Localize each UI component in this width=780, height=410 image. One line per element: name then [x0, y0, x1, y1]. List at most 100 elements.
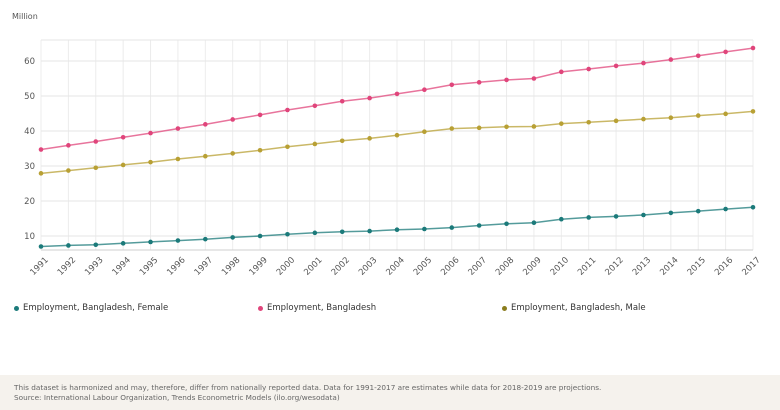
series-point-2 — [559, 121, 564, 126]
x-tick-label: 2004 — [384, 255, 406, 277]
series-point-0 — [586, 215, 591, 220]
series-point-0 — [312, 230, 318, 236]
series-point-1 — [93, 139, 99, 144]
series-point-1 — [120, 135, 126, 140]
series-point-2 — [422, 129, 427, 134]
chart-grid — [40, 39, 754, 251]
series-point-0 — [750, 205, 756, 210]
series-point-2 — [66, 168, 71, 173]
series-point-2 — [175, 156, 181, 162]
series-point-2 — [586, 119, 591, 125]
legend-label-female: Employment, Bangladesh, Female — [23, 303, 169, 313]
x-tick-label: 2009 — [521, 255, 543, 277]
series-point-2 — [285, 144, 290, 150]
y-tick-label: 20 — [24, 197, 35, 207]
series-point-1 — [695, 53, 701, 59]
series-point-0 — [476, 223, 482, 228]
series-point-0 — [641, 212, 646, 218]
series-point-0 — [723, 206, 728, 212]
series-point-0 — [285, 231, 290, 237]
legend-swatch-female — [14, 305, 19, 311]
series-point-1 — [422, 87, 427, 92]
series-point-2 — [476, 125, 482, 131]
chart-footer: This dataset is harmonized and may, ther… — [0, 375, 780, 410]
footer-note: This dataset is harmonized and may, ther… — [14, 383, 602, 392]
x-tick-label: 1996 — [165, 255, 187, 277]
legend-item-female[interactable]: Employment, Bangladesh, Female — [14, 303, 168, 313]
series-point-1 — [668, 57, 674, 62]
x-tick-label: 2017 — [740, 255, 762, 277]
x-tick-label: 2012 — [603, 255, 625, 277]
x-tick-label: 2015 — [686, 255, 708, 277]
series-point-2 — [38, 171, 44, 176]
series-point-1 — [723, 49, 728, 55]
series-point-0 — [230, 235, 235, 240]
series-point-1 — [66, 143, 71, 148]
series-point-1 — [175, 126, 181, 131]
x-tick-label: 1995 — [138, 255, 160, 277]
legend-swatch-male — [502, 305, 507, 311]
x-tick-label: 2016 — [713, 255, 735, 277]
series-point-0 — [449, 225, 455, 230]
x-tick-label: 2005 — [412, 255, 434, 277]
x-tick-label: 1991 — [28, 255, 50, 277]
series-point-2 — [394, 132, 400, 138]
x-tick-label: 2014 — [658, 255, 680, 277]
y-tick-label: 40 — [24, 127, 35, 137]
series-point-1 — [559, 69, 564, 75]
series-point-2 — [449, 126, 455, 131]
series-point-2 — [504, 124, 509, 130]
x-tick-label: 2002 — [330, 255, 352, 277]
series-point-0 — [504, 221, 509, 227]
series-point-0 — [203, 236, 208, 242]
chart-series — [38, 45, 756, 249]
series-point-2 — [750, 109, 756, 114]
chart-legend: Employment, Bangladesh, Female Employmen… — [0, 303, 780, 317]
series-point-1 — [339, 98, 345, 104]
x-tick-label: 1999 — [247, 255, 269, 277]
y-tick-label: 30 — [24, 162, 35, 172]
series-point-1 — [476, 80, 482, 85]
series-point-1 — [449, 82, 455, 88]
series-point-2 — [230, 151, 235, 156]
series-point-2 — [120, 162, 126, 168]
series-point-0 — [93, 242, 99, 248]
series-point-0 — [559, 216, 564, 222]
legend-swatch-total — [258, 305, 263, 311]
x-tick-label: 2000 — [275, 255, 297, 277]
x-tick-label: 1994 — [111, 255, 133, 277]
series-point-2 — [668, 115, 674, 120]
series-point-0 — [394, 227, 400, 232]
y-axis-unit-label: Million — [12, 12, 38, 21]
x-tick-label: 2003 — [357, 255, 379, 277]
series-point-0 — [148, 239, 153, 245]
series-point-1 — [148, 130, 153, 136]
y-tick-label: 60 — [24, 57, 35, 67]
legend-label-male: Employment, Bangladesh, Male — [511, 303, 646, 313]
legend-item-total[interactable]: Employment, Bangladesh — [258, 303, 376, 313]
series-point-0 — [66, 243, 71, 248]
series-point-0 — [531, 220, 537, 225]
series-point-2 — [613, 118, 619, 124]
series-point-1 — [367, 95, 372, 101]
series-point-2 — [93, 165, 99, 171]
series-point-0 — [668, 210, 674, 216]
x-tick-label: 2011 — [576, 255, 598, 277]
series-point-2 — [641, 116, 646, 122]
series-point-0 — [339, 229, 345, 235]
x-tick-label: 2010 — [549, 255, 571, 277]
series-point-0 — [695, 208, 701, 214]
series-point-1 — [394, 91, 400, 97]
series-point-1 — [312, 103, 318, 109]
legend-item-male[interactable]: Employment, Bangladesh, Male — [502, 303, 646, 313]
series-point-0 — [367, 228, 372, 234]
x-tick-label: 2006 — [439, 255, 461, 277]
series-point-1 — [230, 117, 235, 122]
x-tick-label: 2013 — [631, 255, 653, 277]
legend-label-total: Employment, Bangladesh — [267, 303, 377, 313]
x-tick-label: 1998 — [220, 255, 242, 277]
y-tick-label: 10 — [24, 232, 35, 242]
series-point-1 — [531, 76, 537, 81]
x-axis-ticks: 1991 1992 1993 1994 1995 1996 1997 1998 1999 2000… — [28, 255, 762, 277]
series-point-2 — [312, 141, 318, 147]
